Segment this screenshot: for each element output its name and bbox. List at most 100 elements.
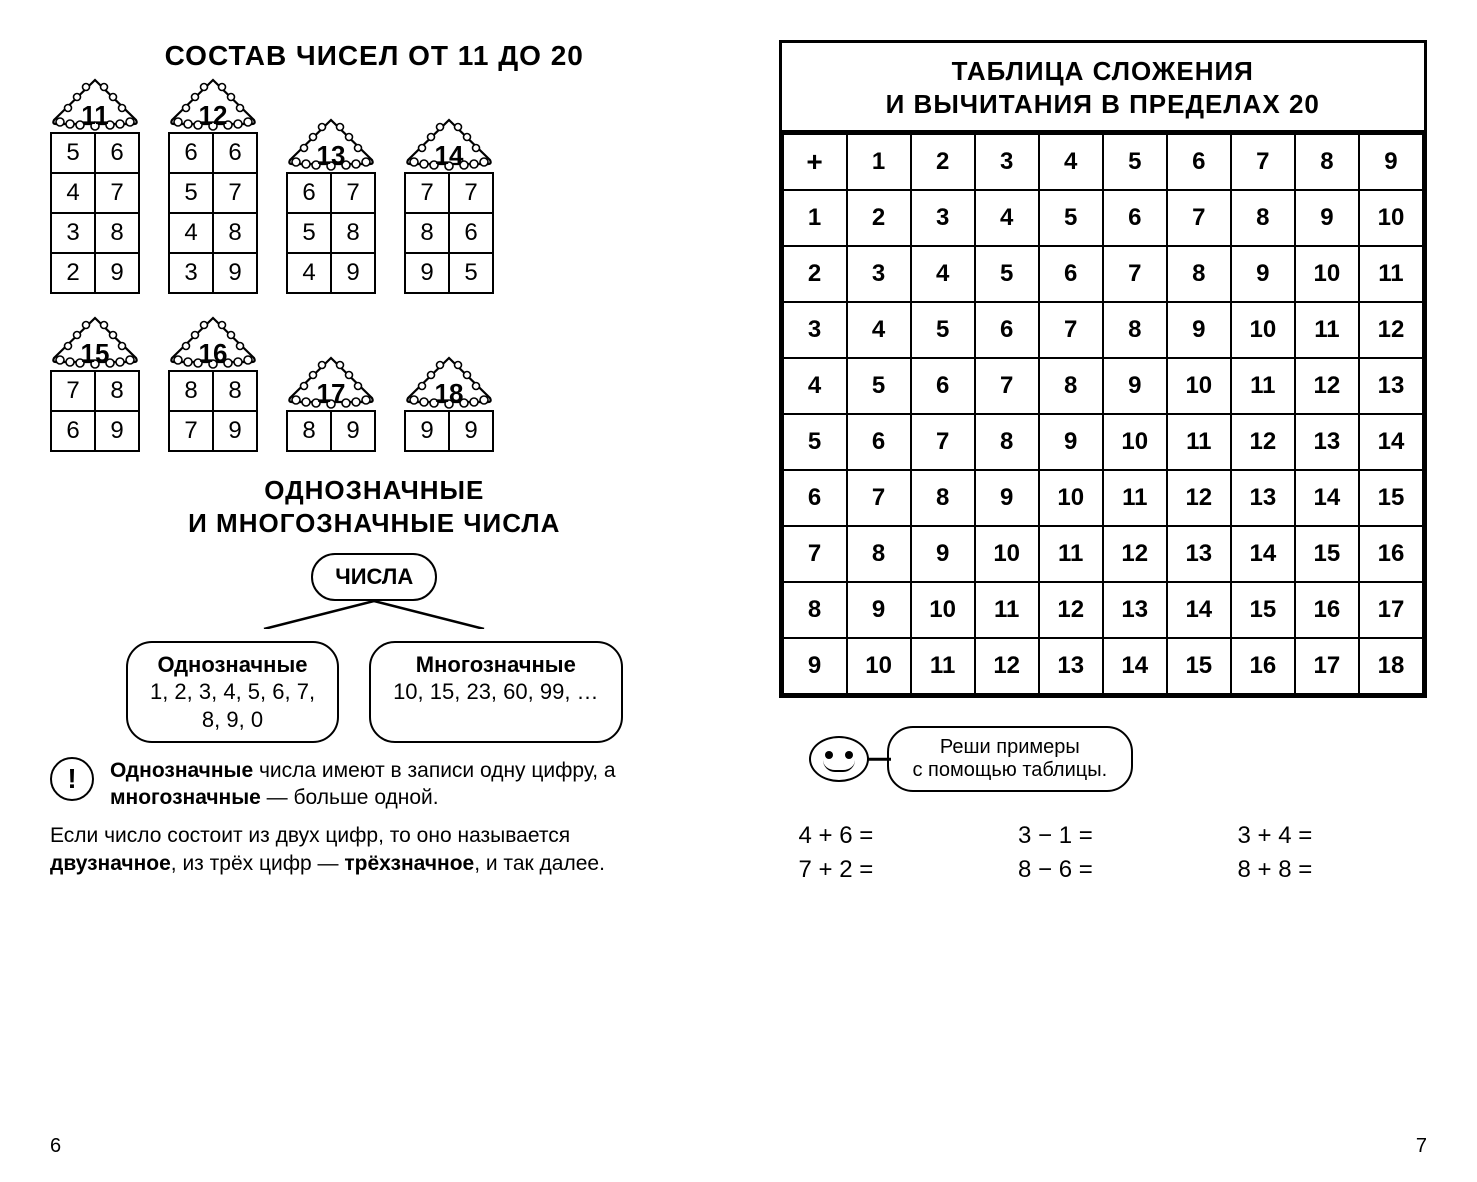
table-col-header: 9	[1359, 134, 1423, 190]
composition-cell: 6	[213, 133, 257, 173]
smiley-face-icon	[809, 736, 869, 782]
table-cell: 11	[1039, 526, 1103, 582]
table-cell: 11	[1295, 302, 1359, 358]
composition-table: 7869	[50, 370, 140, 452]
info-row: ! Однозначные числа имеют в записи одну …	[50, 757, 699, 812]
table-cell: 15	[1231, 582, 1295, 638]
table-cell: 8	[1039, 358, 1103, 414]
tree-head-icon: 18	[404, 356, 494, 414]
table-cell: 12	[975, 638, 1039, 694]
table-cell: 6	[1103, 190, 1167, 246]
table-row-header: 1	[783, 190, 847, 246]
table-cell: 8	[847, 526, 911, 582]
table-cell: 4	[911, 246, 975, 302]
table-cell: 11	[1103, 470, 1167, 526]
table-col-header: 6	[1167, 134, 1231, 190]
composition-block: 13675849	[286, 118, 376, 294]
composition-cell: 6	[51, 411, 95, 451]
table-cell: 10	[911, 582, 975, 638]
composition-cell: 6	[449, 213, 493, 253]
composition-table: 778695	[404, 172, 494, 294]
composition-cell: 5	[449, 253, 493, 293]
table-cell: 14	[1167, 582, 1231, 638]
table-cell: 6	[911, 358, 975, 414]
table-cell: 4	[847, 302, 911, 358]
practice-problem: 4 + 6 =	[799, 822, 989, 850]
table-cell: 4	[975, 190, 1039, 246]
composition-block: 14778695	[404, 118, 494, 294]
composition-cell: 8	[213, 371, 257, 411]
table-cell: 13	[1103, 582, 1167, 638]
table-cell: 6	[1039, 246, 1103, 302]
single-digit-bubble: Однозначные 1, 2, 3, 4, 5, 6, 7,8, 9, 0	[126, 641, 339, 744]
table-cell: 12	[1167, 470, 1231, 526]
table-cell: 15	[1359, 470, 1423, 526]
table-cell: 9	[847, 582, 911, 638]
table-col-header: 7	[1231, 134, 1295, 190]
composition-block: 1899	[404, 356, 494, 452]
composition-cell: 7	[405, 173, 449, 213]
left-subtitle: ОДНОЗНАЧНЫЕИ МНОГОЗНАЧНЫЕ ЧИСЛА	[50, 474, 699, 539]
composition-cell: 8	[95, 371, 139, 411]
composition-cell: 9	[95, 253, 139, 293]
table-cell: 11	[1231, 358, 1295, 414]
composition-cell: 9	[331, 411, 375, 451]
table-cell: 3	[911, 190, 975, 246]
table-cell: 8	[1167, 246, 1231, 302]
table-cell: 10	[1295, 246, 1359, 302]
table-col-header: 5	[1103, 134, 1167, 190]
table-row-header: 6	[783, 470, 847, 526]
table-cell: 10	[1167, 358, 1231, 414]
table-cell: 9	[1167, 302, 1231, 358]
composition-cell: 5	[287, 213, 331, 253]
composition-cell: 3	[169, 253, 213, 293]
composition-cell: 7	[169, 411, 213, 451]
multi-digit-title: Многозначные	[393, 651, 598, 679]
composition-cell: 8	[95, 213, 139, 253]
composition-block: 1156473829	[50, 78, 140, 294]
table-cell: 16	[1295, 582, 1359, 638]
composition-cell: 7	[213, 173, 257, 213]
connector-lines-icon	[50, 601, 699, 623]
composition-cell: 7	[449, 173, 493, 213]
composition-cell: 9	[213, 411, 257, 451]
table-cell: 14	[1103, 638, 1167, 694]
composition-cell: 9	[449, 411, 493, 451]
table-cell: 7	[1167, 190, 1231, 246]
table-col-header: 1	[847, 134, 911, 190]
table-cell: 13	[1231, 470, 1295, 526]
composition-cell: 2	[51, 253, 95, 293]
table-cell: 13	[1167, 526, 1231, 582]
table-cell: 10	[1103, 414, 1167, 470]
composition-cell: 7	[331, 173, 375, 213]
practice-problem: 8 − 6 =	[1018, 856, 1208, 884]
composition-cell: 4	[169, 213, 213, 253]
composition-cell: 5	[51, 133, 95, 173]
composition-cell: 4	[51, 173, 95, 213]
composition-cell: 5	[169, 173, 213, 213]
table-cell: 7	[847, 470, 911, 526]
table-row-header: 5	[783, 414, 847, 470]
table-cell: 14	[1231, 526, 1295, 582]
table-cell: 10	[1359, 190, 1423, 246]
table-cell: 12	[1295, 358, 1359, 414]
table-cell: 13	[1359, 358, 1423, 414]
tree-head-icon: 13	[286, 118, 376, 176]
table-cell: 12	[1039, 582, 1103, 638]
single-digit-body: 1, 2, 3, 4, 5, 6, 7,8, 9, 0	[150, 678, 315, 733]
table-cell: 11	[1167, 414, 1231, 470]
info-text: Однозначные числа имеют в записи одну ци…	[110, 757, 699, 812]
table-cell: 12	[1359, 302, 1423, 358]
left-page: СОСТАВ ЧИСЕЛ ОТ 11 ДО 20 1156473829 1266…	[0, 0, 739, 1182]
table-cell: 5	[1039, 190, 1103, 246]
composition-table: 99	[404, 410, 494, 452]
composition-table: 89	[286, 410, 376, 452]
composition-block: 168879	[168, 316, 258, 452]
problems-grid: 4 + 6 =3 − 1 =3 + 4 =7 + 2 =8 − 6 =8 + 8…	[799, 822, 1428, 884]
composition-table: 675849	[286, 172, 376, 294]
table-cell: 17	[1359, 582, 1423, 638]
table-cell: 10	[847, 638, 911, 694]
tree-head-icon: 12	[168, 78, 258, 136]
bubble-root: ЧИСЛА	[50, 553, 699, 601]
table-cell: 9	[1103, 358, 1167, 414]
